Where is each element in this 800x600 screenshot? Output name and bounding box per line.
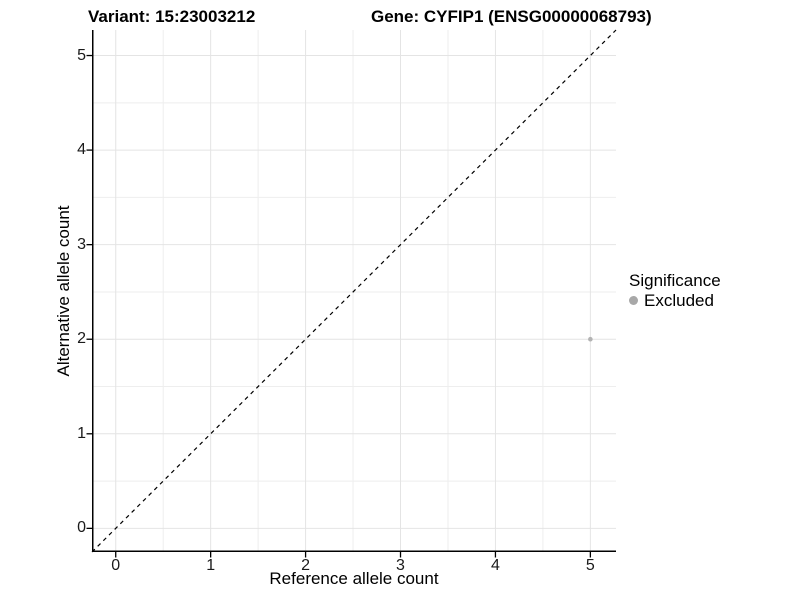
legend-item-label: Excluded bbox=[644, 291, 714, 310]
y-tick-label: 4 bbox=[77, 141, 86, 159]
y-axis-title: Alternative allele count bbox=[54, 205, 73, 377]
y-tick-label: 3 bbox=[77, 235, 86, 253]
plot-canvas bbox=[86, 29, 617, 558]
data-point bbox=[588, 336, 593, 342]
x-tick-label: 1 bbox=[206, 557, 216, 574]
x-axis-title: Reference allele count bbox=[269, 569, 439, 588]
legend: Significance Excluded bbox=[629, 271, 721, 310]
x-tick-label: 5 bbox=[585, 557, 595, 574]
y-tick-label: 1 bbox=[77, 424, 86, 442]
y-tick-label: 0 bbox=[77, 519, 86, 537]
y-tick-label: 5 bbox=[77, 46, 86, 64]
legend-item-excluded: Excluded bbox=[629, 291, 721, 310]
gene-title: Gene: CYFIP1 (ENSG00000068793) bbox=[371, 7, 652, 26]
x-tick-label: 2 bbox=[301, 557, 311, 574]
x-tick-label: 4 bbox=[490, 557, 500, 574]
identity-reference-line bbox=[91, 29, 617, 553]
x-tick-label: 3 bbox=[396, 557, 405, 574]
y-tick-label: 2 bbox=[77, 330, 86, 348]
plot-panel bbox=[86, 29, 617, 558]
variant-title: Variant: 15:23003212 bbox=[88, 7, 256, 26]
x-tick-label: 0 bbox=[111, 557, 121, 574]
legend-key-dot-icon bbox=[629, 296, 638, 305]
legend-title: Significance bbox=[629, 271, 721, 290]
